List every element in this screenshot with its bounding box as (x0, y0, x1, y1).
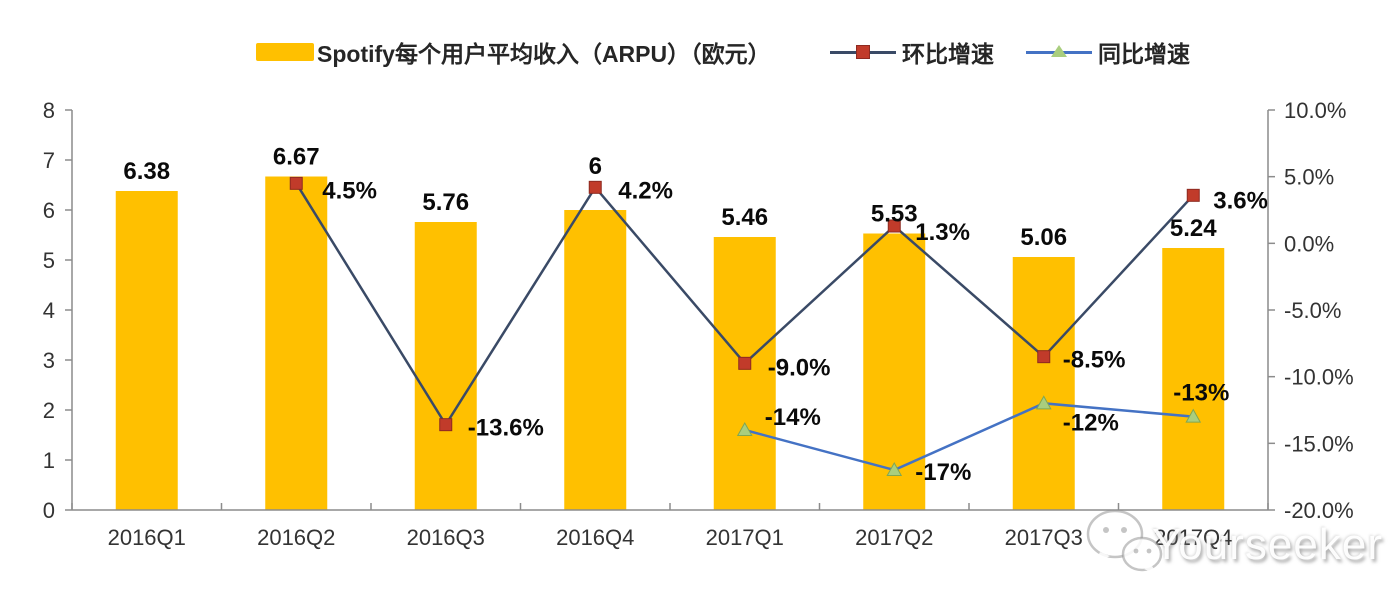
x-category-label: 2016Q3 (407, 525, 485, 550)
bar-swatch-icon (256, 43, 314, 61)
legend-item-yoy: 同比增速 (1026, 38, 1190, 67)
qoq-data-label: -8.5% (1063, 347, 1126, 374)
bar-label: 5.53 (871, 201, 918, 228)
x-category-label: 2017Q3 (1005, 525, 1083, 550)
y-right-tick-label: 10.0% (1284, 98, 1346, 123)
wechat-icon (1086, 509, 1163, 575)
watermark-text: Yourseeker (1152, 520, 1383, 569)
qoq-data-label: 3.6% (1213, 187, 1268, 214)
bar-label: 6 (589, 153, 602, 180)
yoy-data-label: -14% (765, 404, 821, 431)
legend-label-yoy: 同比增速 (1098, 41, 1190, 67)
bar-2017Q4 (1162, 248, 1225, 510)
bar-2016Q4 (564, 210, 627, 510)
y-right-tick-label: -5.0% (1284, 298, 1341, 323)
bar-label: 5.46 (721, 204, 768, 231)
legend-item-arpu: Spotify每个用户平均收入（ARPU）（欧元） (256, 38, 771, 67)
yoy-data-label: -17% (915, 459, 971, 486)
legend-label-arpu: Spotify每个用户平均收入（ARPU）（欧元） (317, 41, 771, 67)
qoq-data-label: -9.0% (768, 354, 831, 381)
y-right-tick-label: -10.0% (1284, 365, 1354, 390)
yoy-marker (886, 461, 903, 476)
bar-2016Q3 (414, 222, 477, 510)
legend-label-qoq: 环比增速 (902, 41, 994, 67)
bar-label: 6.38 (123, 158, 170, 185)
y-right-tick-label: -15.0% (1284, 431, 1354, 456)
line-triangle-icon (1026, 44, 1092, 60)
qoq-marker (289, 176, 303, 190)
y-left-tick-label: 6 (43, 198, 55, 223)
y-right-tick-label: -20.0% (1284, 498, 1354, 523)
yoy-data-label: -12% (1063, 409, 1119, 436)
bar-2017Q1 (713, 237, 776, 510)
y-right-tick-label: 0.0% (1284, 231, 1334, 256)
x-category-label: 2016Q1 (108, 525, 186, 550)
yoy-marker (736, 421, 753, 436)
qoq-marker (439, 418, 453, 432)
y-left-tick-label: 2 (43, 398, 55, 423)
qoq-marker (738, 356, 752, 370)
yoy-marker (1035, 395, 1052, 410)
y-left-tick-label: 7 (43, 148, 55, 173)
watermark: Yourseeker (1082, 504, 1383, 586)
qoq-marker (1037, 350, 1051, 364)
qoq-data-label: -13.6% (468, 415, 544, 442)
qoq-data-label: 4.5% (322, 177, 377, 204)
y-left-tick-label: 8 (43, 98, 55, 123)
x-category-label: 2016Q2 (257, 525, 335, 550)
yoy-line (744, 402, 1194, 472)
y-left-tick-label: 4 (43, 298, 55, 323)
y-left-tick-label: 1 (43, 448, 55, 473)
bar-label: 5.06 (1020, 224, 1067, 251)
yoy-data-label: -13% (1173, 380, 1229, 407)
bar-label: 6.67 (273, 144, 320, 171)
line-square-icon (830, 44, 896, 60)
y-right-tick-label: 5.0% (1284, 165, 1334, 190)
y-left-tick-label: 5 (43, 248, 55, 273)
y-left-tick-label: 0 (43, 498, 55, 523)
yoy-marker (1185, 408, 1202, 423)
qoq-data-label: 4.2% (618, 177, 673, 204)
qoq-data-label: 1.3% (915, 219, 970, 246)
bar-2017Q3 (1012, 257, 1075, 510)
x-category-label: 2017Q1 (706, 525, 784, 550)
x-category-label: 2017Q4 (1154, 525, 1232, 550)
bar-2016Q2 (265, 176, 328, 510)
qoq-marker (588, 180, 602, 194)
bar-label: 5.76 (422, 189, 469, 216)
qoq-marker (1186, 188, 1200, 202)
x-category-label: 2017Q2 (855, 525, 933, 550)
x-category-label: 2016Q4 (556, 525, 634, 550)
bar-label: 5.24 (1170, 215, 1217, 242)
y-left-tick-label: 3 (43, 348, 55, 373)
legend-item-qoq: 环比增速 (830, 38, 994, 67)
qoq-marker (887, 219, 901, 233)
bar-2016Q1 (115, 191, 178, 510)
